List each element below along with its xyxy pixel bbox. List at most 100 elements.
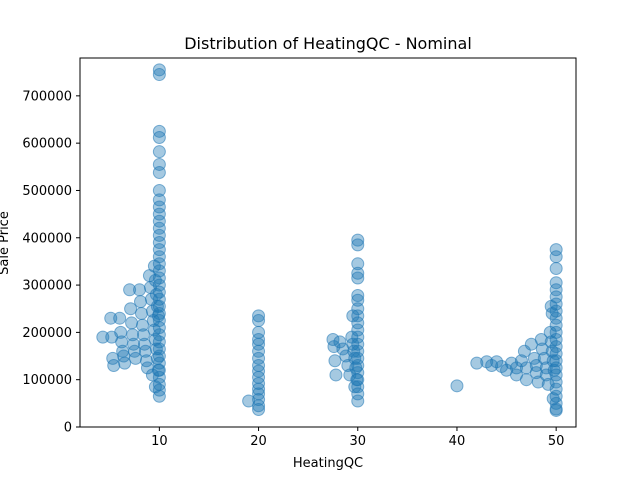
y-tick-label: 700000 [22, 89, 72, 104]
data-point [152, 306, 166, 320]
data-points [96, 63, 563, 417]
data-point [546, 354, 560, 368]
y-axis-ticks: 0 100000 200000 300000 400000 500000 600000 700… [22, 89, 80, 436]
data-point [152, 63, 166, 77]
data-point [113, 311, 127, 325]
data-point [348, 380, 362, 394]
data-point [252, 403, 266, 416]
y-tick-label: 600000 [22, 137, 72, 152]
data-point [252, 337, 266, 351]
y-tick-label: 500000 [22, 184, 72, 199]
y-axis-label: Sale Price [0, 211, 12, 275]
data-point [152, 314, 166, 328]
y-tick-label: 100000 [22, 373, 72, 388]
data-point [549, 389, 563, 403]
data-point [152, 214, 166, 228]
data-point [152, 356, 166, 370]
data-point [149, 342, 163, 356]
data-point [549, 276, 563, 290]
data-point [123, 283, 137, 297]
data-point [549, 243, 563, 257]
data-point [549, 297, 563, 311]
data-point [549, 262, 563, 276]
x-tick-label: 50 [548, 434, 565, 449]
data-point [152, 363, 166, 377]
data-point [152, 271, 166, 285]
data-point [152, 342, 166, 356]
data-point [152, 68, 166, 82]
y-tick-label: 0 [64, 421, 72, 436]
data-point [351, 373, 365, 387]
data-point [549, 311, 563, 325]
data-point [104, 311, 118, 325]
data-point [351, 271, 365, 285]
data-point [351, 238, 365, 252]
y-tick-label: 300000 [22, 279, 72, 294]
data-point [152, 389, 166, 403]
data-point [129, 351, 143, 365]
data-point [351, 366, 365, 380]
data-point [152, 250, 166, 264]
x-axis-ticks: 10 20 30 40 50 [151, 427, 564, 449]
x-axis-label: HeatingQC [293, 456, 363, 471]
data-point [124, 302, 138, 316]
data-point [145, 368, 159, 382]
data-point [541, 377, 555, 391]
data-point [152, 335, 166, 349]
data-point [252, 382, 266, 396]
data-point [152, 278, 166, 292]
data-point [126, 328, 140, 342]
data-point [152, 321, 166, 335]
data-point [134, 295, 148, 309]
data-point [351, 330, 365, 344]
data-point [351, 394, 365, 408]
data-point [351, 266, 365, 280]
data-point [509, 361, 523, 375]
data-point [152, 130, 166, 144]
data-point [136, 318, 149, 332]
y-tick-label: 400000 [22, 231, 72, 246]
x-tick-label: 20 [250, 434, 267, 449]
data-point [351, 302, 365, 316]
data-point [549, 250, 563, 264]
x-tick-label: 10 [151, 434, 168, 449]
data-point [152, 183, 166, 197]
data-point [549, 361, 563, 375]
data-point [470, 356, 484, 370]
data-point [333, 335, 347, 349]
data-point [133, 283, 147, 297]
data-point [136, 328, 150, 342]
plot-frame [79, 57, 577, 428]
data-point [549, 304, 563, 318]
data-point [549, 290, 563, 304]
data-point [490, 355, 504, 369]
data-point [242, 394, 256, 408]
data-point [549, 347, 563, 361]
data-point [252, 314, 266, 328]
data-point [549, 354, 563, 368]
data-point [152, 145, 166, 159]
data-point [549, 325, 563, 339]
data-point [152, 221, 166, 235]
data-point [152, 243, 166, 257]
data-point [351, 233, 365, 247]
data-point [152, 349, 166, 363]
data-point [351, 344, 365, 358]
data-point [351, 288, 365, 302]
data-point [549, 375, 563, 389]
data-point [328, 354, 342, 368]
data-point [535, 342, 549, 356]
data-point [351, 380, 365, 394]
data-point [152, 257, 166, 271]
data-point [539, 368, 553, 382]
data-point [252, 309, 266, 323]
data-point [152, 200, 166, 214]
data-point [96, 330, 110, 344]
data-point [351, 359, 365, 372]
data-point [505, 356, 519, 370]
data-point [549, 382, 563, 396]
x-tick-label: 40 [449, 434, 466, 449]
data-point [351, 257, 365, 271]
data-point [252, 344, 266, 358]
